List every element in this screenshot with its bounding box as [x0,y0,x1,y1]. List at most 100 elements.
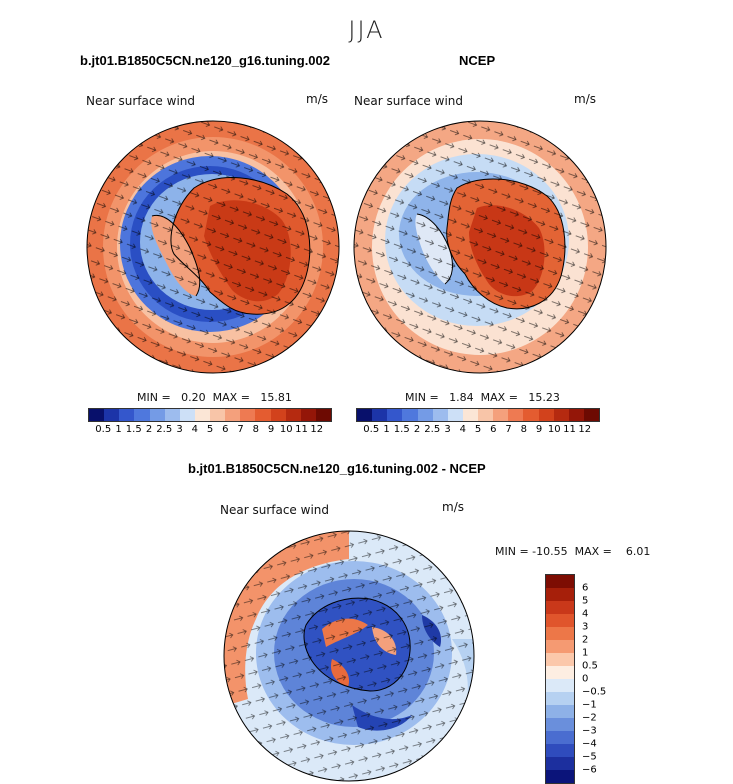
colorbar-swatch [194,409,210,421]
colorbar-swatch [134,409,150,421]
colorbar-swatch [546,601,574,614]
colorbar-tick-label: 2.5 [156,424,173,435]
colorbar-swatch [89,409,105,421]
colorbar-swatch [553,409,569,421]
colorbar-tick-label: 1 [383,424,390,435]
colorbar-swatch [568,409,584,421]
colorbar-tick-label: −4 [582,738,597,750]
colorbar-tick-label: 9 [535,424,543,435]
colorbar-tick-label: 12 [578,424,592,435]
colorbar-swatch [546,588,574,601]
colorbar-swatch [546,666,574,679]
colorbar-swatch [402,409,418,421]
colorbar-tick-label: 5 [582,595,589,607]
panel3-variable-label: Near surface wind [220,503,329,517]
panel3-colorbar [545,574,575,784]
colorbar-tick-label: 1 [582,647,589,659]
colorbar-swatch [546,718,574,731]
panel2-title: NCEP [459,53,496,68]
panel2-colorbar: 0.5 1 1.5 2 2.5 3 4 5 6 7 8 9 10 11 12 [356,408,600,436]
colorbar-swatch [387,409,403,421]
colorbar-swatch [270,409,286,421]
colorbar-swatch [546,731,574,744]
panel3-title: b.jt01.B1850C5CN.ne120_g16.tuning.002 - … [188,461,486,476]
colorbar-swatch [357,409,373,421]
panel1-units-label: m/s [306,92,328,106]
colorbar-swatch [315,409,331,421]
panel2-min-max: MIN = 1.84 MAX = 15.23 [405,391,560,404]
colorbar-swatch [546,692,574,705]
colorbar-tick-label: 11 [563,424,576,435]
colorbar-tick-label: 0 [582,673,589,685]
colorbar-tick-label: 4 [191,424,198,435]
panel1-min-max: MIN = 0.20 MAX = 15.81 [137,391,292,404]
colorbar-swatch [119,409,135,421]
colorbar-tick-label: 2 [413,424,421,435]
colorbar-tick-label: −2 [582,712,597,724]
colorbar-swatch [225,409,241,421]
colorbar-swatch [447,409,463,421]
colorbar-swatch [462,409,478,421]
colorbar-tick-label: 6 [222,424,229,435]
colorbar-swatch [478,409,494,421]
colorbar-tick-label: 4 [459,424,466,435]
colorbar-tick-label: 4 [582,608,589,620]
panel1-title: b.jt01.B1850C5CN.ne120_g16.tuning.002 [80,53,330,68]
colorbar-tick-label: 2 [582,634,589,646]
colorbar-swatch [240,409,256,421]
panel3-colorbar-labels: 6 5 4 3 2 1 0.5 0 −0.5 −1 −2 −3 −4 −5 −6 [582,574,622,784]
colorbar-tick-label: 1 [115,424,122,435]
panel3-units-label: m/s [442,500,464,514]
colorbar-tick-label: −3 [582,725,597,737]
colorbar-swatch [546,744,574,757]
colorbar-swatch [546,757,574,770]
colorbar-swatch [164,409,180,421]
colorbar-swatch [432,409,448,421]
colorbar-tick-label: 12 [310,424,324,435]
colorbar-swatch [538,409,554,421]
panel1-polar-map [86,120,340,374]
colorbar-tick-label: 0.5 [582,660,598,672]
panel2-polar-map [353,120,607,374]
colorbar-swatch [546,679,574,692]
colorbar-tick-label: 1.5 [393,424,410,435]
colorbar-tick-label: 5 [474,424,482,435]
colorbar-tick-label: 2.5 [424,424,441,435]
season-title: JJA [348,16,385,44]
colorbar-swatch [546,614,574,627]
colorbar-swatch [546,770,574,783]
colorbar-tick-label: 0.5 [363,424,380,435]
colorbar-tick-label: 11 [295,424,308,435]
panel3-min-max: MIN = -10.55 MAX = 6.01 [495,545,651,558]
colorbar-tick-label: −0.5 [582,686,607,698]
colorbar-tick-label: −1 [582,699,597,711]
colorbar-tick-label: 3 [582,621,589,633]
colorbar-swatch [417,409,433,421]
colorbar-tick-label: 10 [547,424,561,435]
colorbar-tick-label: 0.5 [95,424,112,435]
colorbar-tick-label: −6 [582,764,597,776]
colorbar-tick-label: 8 [520,424,527,435]
colorbar-tick-label: 8 [252,424,259,435]
colorbar-swatch [546,575,574,588]
colorbar-tick-label: 9 [267,424,275,435]
colorbar-swatch [285,409,301,421]
colorbar-swatch [546,627,574,640]
colorbar-tick-label: 2 [145,424,153,435]
colorbar-swatch [104,409,120,421]
colorbar-swatch [255,409,271,421]
colorbar-swatch [583,409,599,421]
colorbar-swatch [508,409,524,421]
colorbar-tick-label: 1.5 [125,424,142,435]
colorbar-tick-label: 5 [206,424,214,435]
colorbar-tick-label: 3 [176,424,183,435]
colorbar-swatch [179,409,195,421]
colorbar-swatch [546,653,574,666]
panel2-units-label: m/s [574,92,596,106]
colorbar-swatch [546,705,574,718]
panel2-variable-label: Near surface wind [354,94,463,108]
colorbar-swatch [149,409,165,421]
colorbar-tick-label: 7 [505,424,512,435]
colorbar-tick-label: 3 [444,424,451,435]
colorbar-swatch [300,409,316,421]
